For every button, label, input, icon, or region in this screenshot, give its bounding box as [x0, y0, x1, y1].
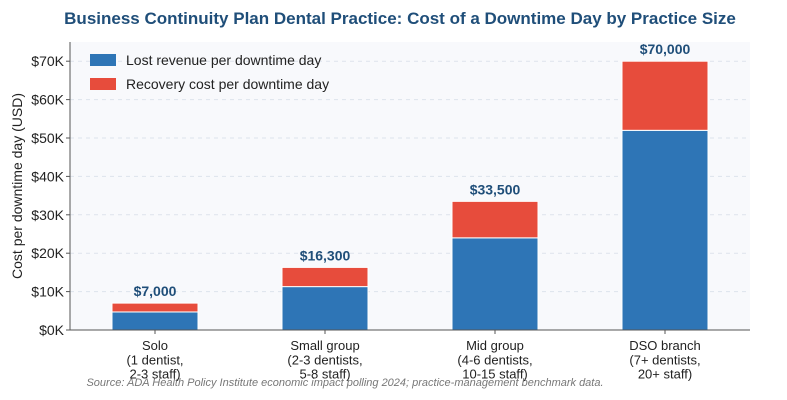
legend-swatch [90, 54, 116, 66]
y-axis-label: Cost per downtime day (USD) [9, 93, 25, 279]
bar-segment [621, 60, 709, 131]
y-tick-label: $60K [31, 92, 64, 108]
bar-segment [111, 311, 199, 331]
bar-segment [451, 237, 539, 331]
bar-segment [621, 129, 709, 331]
y-tick-label: $10K [31, 284, 64, 300]
y-tick-label: $70K [31, 53, 64, 69]
total-label: $7,000 [134, 283, 177, 299]
bar-segment [111, 302, 199, 313]
total-label: $33,500 [470, 181, 521, 197]
x-tick-label: Solo (1 dentist, 2-3 staff) [126, 338, 183, 382]
legend-label: Recovery cost per downtime day [126, 76, 329, 92]
y-tick-label: $50K [31, 130, 64, 146]
y-tick-label: $20K [31, 245, 64, 261]
bar-segment [451, 200, 539, 239]
y-tick-label: $30K [31, 207, 64, 223]
y-tick-label: $0K [39, 322, 65, 338]
bar-segment [281, 266, 369, 288]
total-label: $70,000 [640, 41, 691, 57]
x-tick-label: Small group (2-3 dentists, 5-8 staff) [287, 338, 362, 382]
bar-segment [281, 286, 369, 331]
y-tick-label: $40K [31, 168, 64, 184]
chart-title: Business Continuity Plan Dental Practice… [64, 9, 736, 28]
total-label: $16,300 [300, 247, 351, 263]
x-tick-label: Mid group (4-6 dentists, 10-15 staff) [457, 338, 532, 382]
legend-swatch [90, 78, 116, 90]
legend-label: Lost revenue per downtime day [126, 52, 321, 68]
x-tick-label: DSO branch (7+ dentists, 20+ staff) [629, 338, 701, 382]
source-note: Source: ADA Health Policy Institute econ… [86, 377, 603, 389]
